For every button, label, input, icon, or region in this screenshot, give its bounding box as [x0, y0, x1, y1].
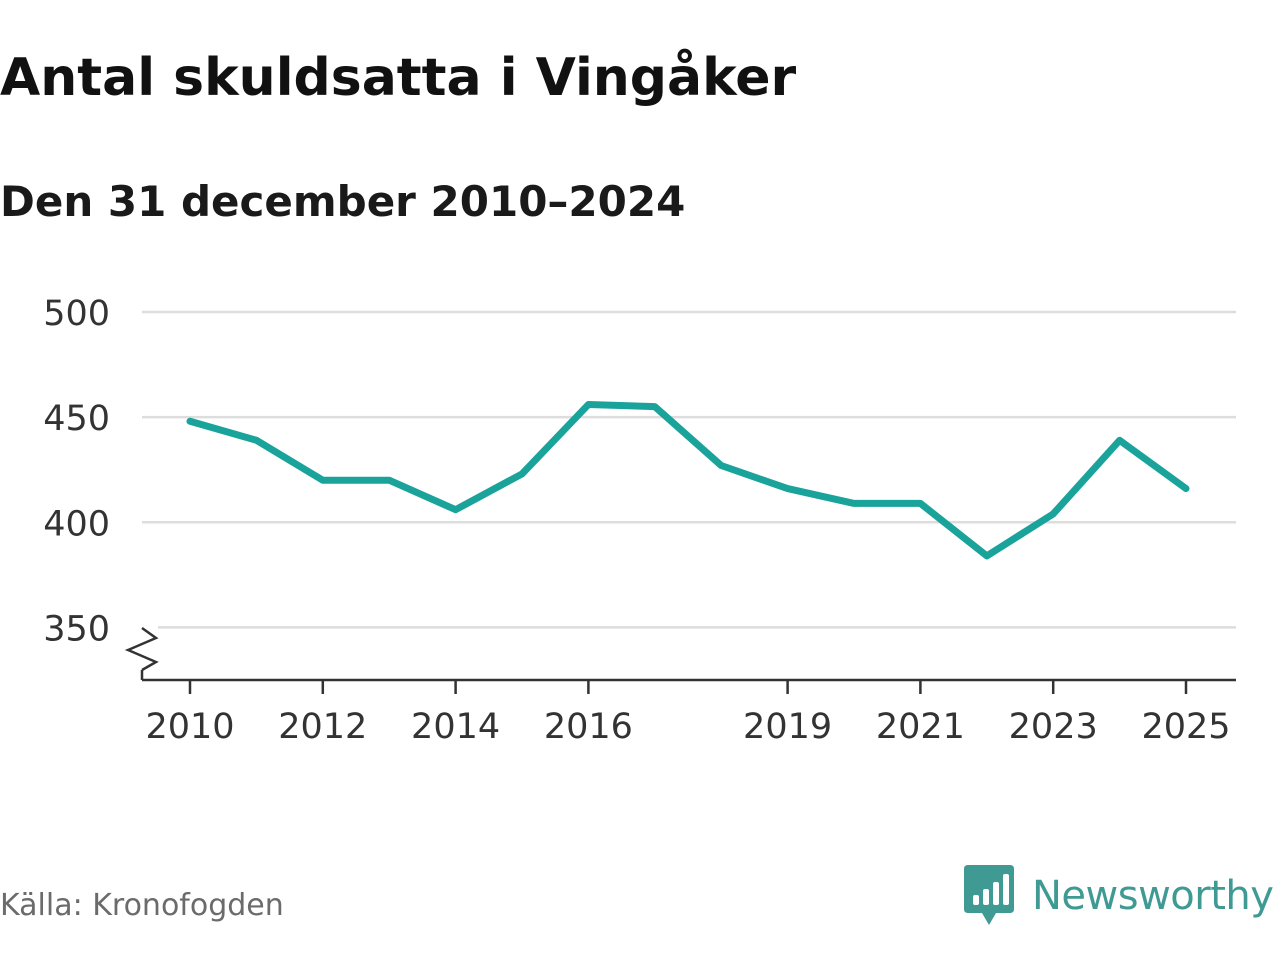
x-axis-ticks: 2010 2012 2014 2016 2019 2021 2023 2025	[145, 680, 1231, 747]
x-tick-label: 2010	[145, 707, 234, 747]
x-tick-label: 2012	[278, 707, 367, 747]
y-axis-ticks: 350 400 450 500	[43, 294, 110, 649]
brand-logo: Newsworthy	[964, 864, 1274, 928]
series-layer	[186, 401, 1190, 560]
y-tick-label: 450	[43, 399, 110, 439]
axis-break-marker	[124, 626, 159, 672]
series-line	[186, 401, 1190, 560]
x-tick-label: 2016	[544, 707, 633, 747]
x-tick-label: 2019	[743, 707, 832, 747]
x-tick-label: 2025	[1141, 707, 1230, 747]
y-tick-label: 350	[43, 609, 110, 649]
x-axis	[124, 626, 1236, 682]
x-tick-label: 2021	[876, 707, 965, 747]
chart-subtitle: Den 31 december 2010–2024	[0, 177, 686, 226]
x-tick-label: 2014	[411, 707, 500, 747]
bar-chart-speech-bubble-icon	[964, 865, 1014, 925]
y-tick-label: 400	[43, 504, 110, 544]
grid-lines	[142, 310, 1236, 629]
chart-title: Antal skuldsatta i Vingåker	[0, 48, 797, 108]
brand-name: Newsworthy	[1032, 873, 1274, 919]
source-note: Källa: Kronofogden	[0, 888, 284, 923]
y-tick-label: 500	[43, 294, 110, 334]
x-tick-label: 2023	[1009, 707, 1098, 747]
line-chart: 350 400 450 500 2010 2012 2014 2016 2019 2021 202…	[43, 294, 1236, 747]
